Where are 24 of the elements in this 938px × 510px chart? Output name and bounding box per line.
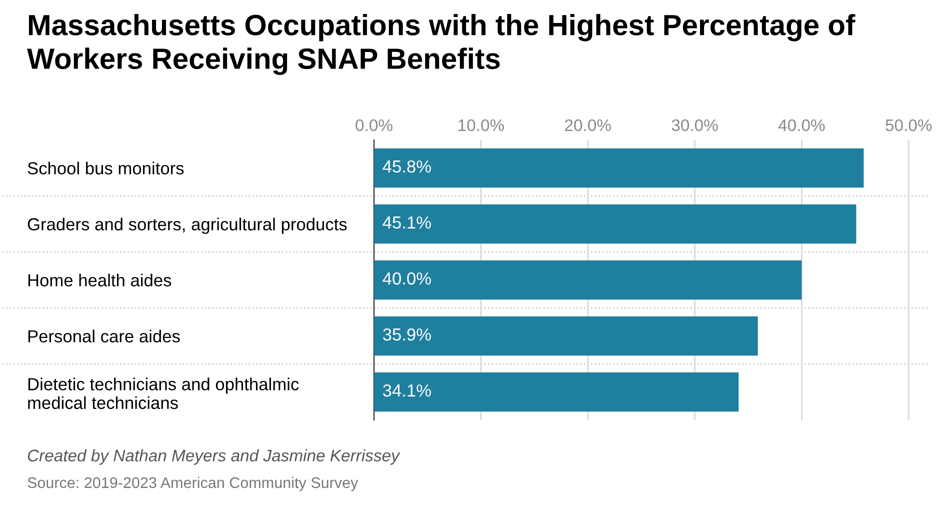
data-label: 45.1% (382, 216, 431, 229)
y-tick-label: Graders and sorters, agricultural products (28, 218, 347, 234)
data-label: 40.0% (382, 272, 431, 285)
y-tick-label: Personal care aides (28, 330, 180, 342)
x-tick-label: 10.0% (458, 119, 504, 132)
x-tick-label: 50.0% (886, 119, 932, 132)
bar (374, 260, 802, 300)
y-tick-label: School bus monitors (28, 162, 184, 174)
data-label: 45.8% (382, 160, 431, 173)
y-tick-label: Dietetic technicians and ophthalmic medical technicians (28, 378, 299, 410)
chart-title: Massachusetts Occupations with the Highest Percentage of Workers Receiving SNAP Benefits (27, 14, 856, 75)
data-label: 34.1% (382, 384, 431, 397)
data-label: 35.9% (382, 328, 431, 341)
bar (374, 372, 739, 412)
bar (374, 204, 856, 244)
bar (374, 316, 758, 356)
x-tick-label: 40.0% (778, 119, 825, 132)
text: Created by Nathan Meyers and Jasmine Kerrissey (28, 449, 400, 465)
bar (374, 148, 864, 188)
y-tick-label: Home health aides (28, 274, 172, 286)
x-tick-label: 20.0% (565, 119, 611, 132)
x-tick-label: 30.0% (672, 119, 718, 132)
x-tick-label: 0.0% (356, 119, 392, 132)
source-note: Source: 2019-2023 American Community Survey (28, 476, 358, 492)
